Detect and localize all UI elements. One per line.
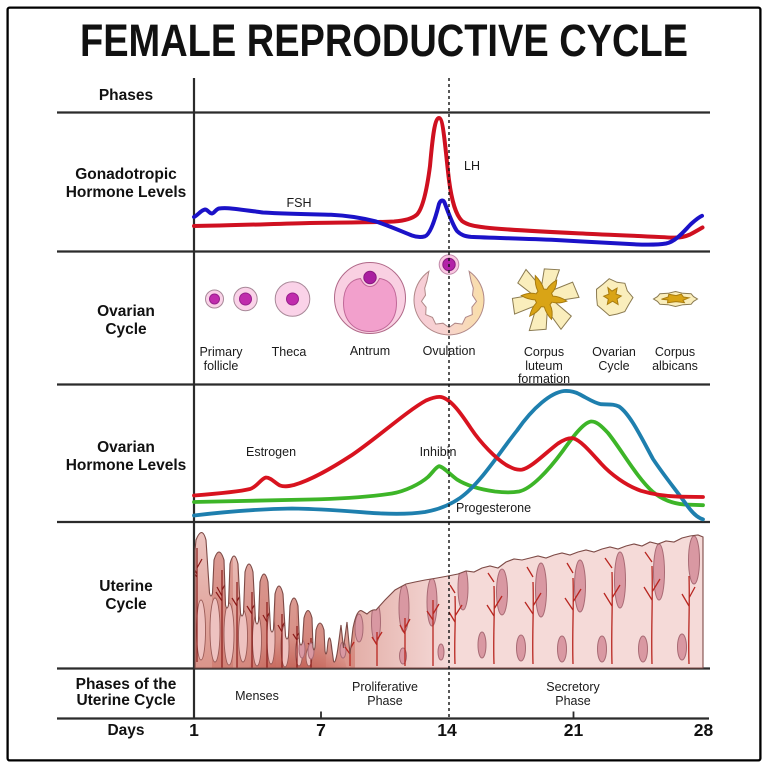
svg-text:Antrum: Antrum <box>350 344 390 358</box>
svg-text:Hormone Levels: Hormone Levels <box>66 184 187 201</box>
svg-text:follicle: follicle <box>204 359 239 373</box>
svg-text:Cycle: Cycle <box>105 321 147 338</box>
svg-text:Primary: Primary <box>199 345 243 359</box>
svg-text:FEMALE REPRODUCTIVE CYCLE: FEMALE REPRODUCTIVE CYCLE <box>80 15 688 66</box>
svg-text:Estrogen: Estrogen <box>246 445 296 459</box>
svg-text:Phases: Phases <box>99 87 153 104</box>
svg-text:Proliferative: Proliferative <box>352 680 418 694</box>
svg-text:Phases of the: Phases of the <box>76 676 177 693</box>
svg-text:Uterine Cycle: Uterine Cycle <box>76 692 175 709</box>
svg-text:1: 1 <box>189 720 199 740</box>
svg-text:Progesterone: Progesterone <box>456 501 531 515</box>
svg-text:7: 7 <box>316 720 326 740</box>
svg-text:formation: formation <box>518 372 570 386</box>
svg-text:28: 28 <box>694 720 714 740</box>
svg-text:Theca: Theca <box>272 345 307 359</box>
svg-text:Corpus: Corpus <box>655 345 695 359</box>
svg-text:Phase: Phase <box>555 694 590 708</box>
svg-text:Days: Days <box>107 722 144 739</box>
svg-text:21: 21 <box>564 720 584 740</box>
svg-text:albicans: albicans <box>652 359 698 373</box>
svg-text:luteum: luteum <box>525 359 563 373</box>
svg-text:Ovarian: Ovarian <box>592 345 636 359</box>
svg-text:LH: LH <box>464 159 480 173</box>
svg-text:FSH: FSH <box>287 196 312 210</box>
svg-text:Phase: Phase <box>367 694 402 708</box>
svg-text:Cycle: Cycle <box>598 359 629 373</box>
svg-text:Corpus: Corpus <box>524 345 564 359</box>
svg-text:Ovarian: Ovarian <box>97 303 155 320</box>
svg-text:Ovarian: Ovarian <box>97 439 155 456</box>
svg-text:Gonadotropic: Gonadotropic <box>75 166 177 183</box>
svg-text:Secretory: Secretory <box>546 680 600 694</box>
svg-text:Hormone Levels: Hormone Levels <box>66 457 187 474</box>
svg-text:Uterine: Uterine <box>99 578 153 595</box>
svg-text:14: 14 <box>437 720 457 740</box>
svg-text:Cycle: Cycle <box>105 596 147 613</box>
svg-text:Inhibin: Inhibin <box>420 445 457 459</box>
svg-text:Menses: Menses <box>235 689 279 703</box>
